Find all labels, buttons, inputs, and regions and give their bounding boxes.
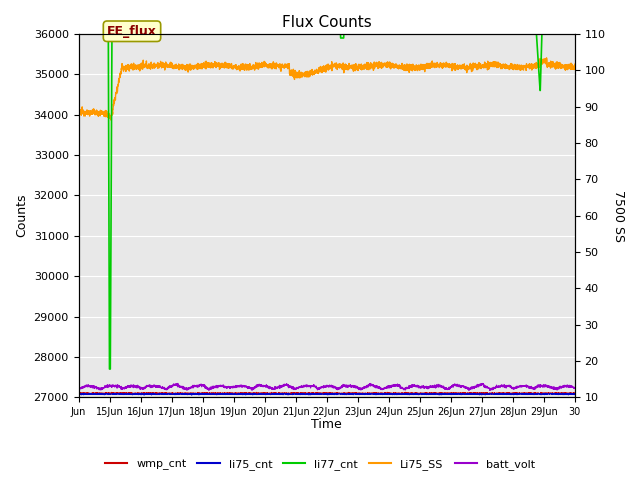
Text: EE_flux: EE_flux: [107, 25, 157, 38]
X-axis label: Time: Time: [311, 419, 342, 432]
Y-axis label: 7500 SS: 7500 SS: [612, 190, 625, 241]
Title: Flux Counts: Flux Counts: [282, 15, 372, 30]
Y-axis label: Counts: Counts: [15, 194, 28, 238]
Legend: wmp_cnt, li75_cnt, li77_cnt, Li75_SS, batt_volt: wmp_cnt, li75_cnt, li77_cnt, Li75_SS, ba…: [100, 455, 540, 474]
